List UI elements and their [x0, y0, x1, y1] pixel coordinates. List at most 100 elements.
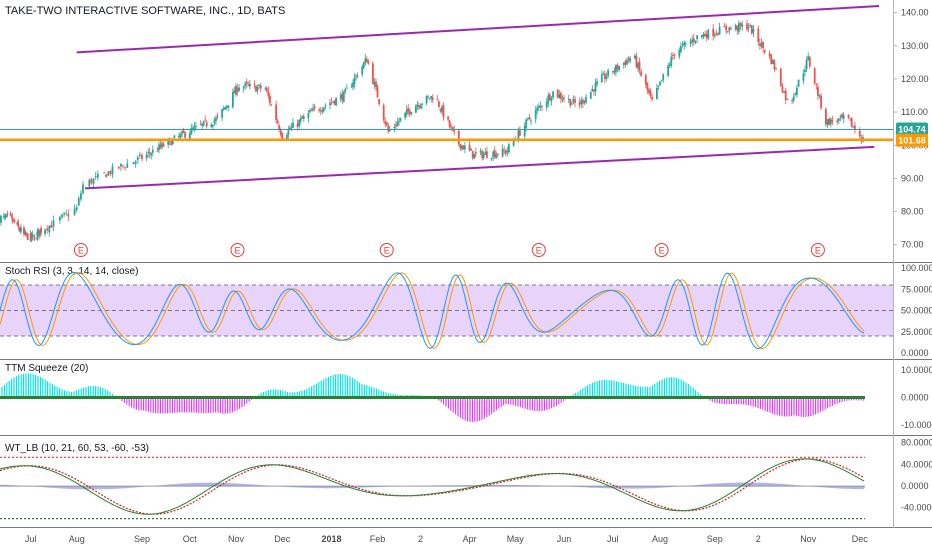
wt-tick-label: 40.0000: [901, 459, 932, 469]
candle-body: [692, 38, 695, 42]
candle-body: [178, 135, 180, 138]
candle-body: [339, 94, 342, 99]
candle-body: [696, 35, 698, 40]
candle-body: [752, 29, 755, 33]
earnings-marker-label: E: [536, 246, 542, 256]
candle-body: [519, 130, 521, 136]
candle-body: [673, 54, 676, 56]
wt-lb-label: WT_LB (10, 21, 60, 53, -60, -53): [5, 443, 149, 454]
candle-body: [749, 25, 752, 26]
candle-body: [388, 130, 391, 131]
candle-body: [255, 85, 257, 92]
candle-body: [582, 99, 584, 104]
candle-body: [256, 87, 259, 91]
candle-body: [109, 171, 112, 175]
candle-body: [580, 99, 583, 104]
candle-body: [567, 99, 570, 100]
candle-body: [40, 228, 42, 233]
candle-body: [103, 172, 105, 174]
candle-body: [657, 85, 660, 87]
candle-body: [453, 129, 456, 132]
candle-body: [667, 65, 669, 77]
candle-body: [170, 140, 173, 146]
candle-body: [611, 70, 614, 73]
candle-body: [725, 26, 727, 31]
candle-body: [90, 178, 93, 184]
candle-body: [585, 97, 587, 104]
candle-body: [307, 113, 310, 118]
candle-body: [591, 89, 594, 91]
x-tick-label: Dec: [274, 534, 291, 544]
candle-body: [141, 155, 143, 159]
candle-body: [734, 25, 737, 30]
candle-body: [202, 121, 205, 126]
candle-body: [195, 125, 197, 127]
candle-body: [849, 118, 851, 120]
candle-body: [352, 82, 354, 88]
candle-body: [638, 61, 641, 71]
x-tick-label: Oct: [183, 534, 198, 544]
candle-body: [225, 105, 228, 108]
candle-body: [136, 157, 139, 161]
candle-body: [730, 28, 732, 29]
wt-fast-line: [0, 458, 865, 515]
x-tick-label: Aug: [69, 534, 85, 544]
x-tick-label: May: [507, 534, 525, 544]
candle-body: [738, 23, 740, 32]
candle-body: [492, 151, 495, 158]
candle-body: [805, 60, 808, 70]
candle-body: [161, 142, 163, 148]
candle-body: [107, 171, 110, 176]
candle-body: [462, 145, 465, 150]
candle-body: [10, 215, 13, 217]
candle-body: [825, 108, 827, 125]
candle-body: [622, 62, 625, 66]
candle-body: [536, 107, 539, 111]
candle-body: [649, 91, 652, 96]
candle-body: [508, 144, 510, 153]
candle-body: [247, 84, 250, 86]
candle-body: [301, 116, 304, 119]
candle-body: [335, 98, 337, 106]
candle-body: [182, 130, 185, 133]
candle-body: [139, 154, 141, 156]
candle-body: [322, 107, 325, 111]
candle-body: [233, 90, 236, 94]
candle-body: [560, 93, 562, 99]
candle-body: [410, 112, 413, 115]
candle-body: [16, 223, 19, 225]
candle-body: [96, 173, 99, 178]
candle-body: [367, 61, 370, 64]
candle-body: [324, 105, 327, 107]
candle-body: [190, 127, 193, 135]
last-level-badge-text: 104.74: [898, 125, 926, 135]
candle-body: [378, 99, 380, 104]
candle-body: [236, 87, 239, 92]
candle-body: [5, 214, 8, 216]
candle-body: [784, 90, 787, 100]
candle-body: [24, 232, 27, 235]
candle-body: [728, 27, 731, 31]
candle-body: [210, 124, 213, 127]
candle-body: [321, 110, 324, 113]
candle-body: [264, 88, 267, 90]
x-tick-label: Feb: [370, 534, 386, 544]
candle-body: [44, 229, 46, 234]
candle-body: [646, 82, 649, 90]
candle-body: [493, 150, 496, 158]
candle-body: [578, 102, 581, 106]
candle-body: [618, 66, 620, 71]
candle-body: [537, 106, 540, 108]
candle-body: [276, 120, 279, 124]
candle-body: [464, 145, 466, 150]
candle-body: [0, 216, 2, 223]
candle-body: [13, 219, 16, 223]
candle-body: [548, 94, 551, 100]
candle-body: [635, 55, 638, 67]
ttm-squeeze-pane: 10.0000 0.0000 -10.0000: [0, 365, 932, 430]
earnings-marker-icon: [654, 243, 669, 257]
candle-body: [269, 96, 271, 104]
